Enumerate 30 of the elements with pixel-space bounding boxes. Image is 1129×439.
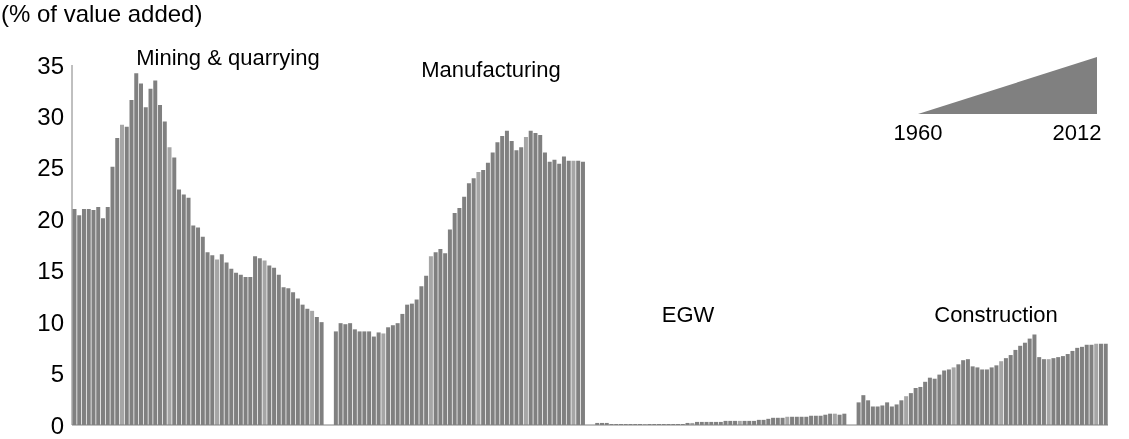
y-tick-label: 5 (50, 360, 64, 388)
bar (951, 367, 956, 425)
y-tick-label: 30 (37, 102, 64, 130)
y-tick-label: 15 (37, 257, 64, 285)
bar (904, 396, 909, 425)
bar (1094, 343, 1099, 425)
bar (428, 256, 433, 425)
bar (215, 259, 220, 425)
annotation: Manufacturing (421, 57, 561, 83)
y-tick-label: 0 (50, 411, 64, 439)
y-tick-label: 25 (37, 154, 64, 182)
annotation: 1960 (893, 120, 943, 146)
annotation: Construction (934, 302, 1058, 328)
annotation: EGW (661, 302, 715, 328)
bar (476, 171, 481, 425)
annotation: 2012 (1052, 120, 1102, 146)
bar (1046, 359, 1051, 425)
annotation: Mining & quarrying (136, 45, 320, 71)
bar (381, 333, 386, 425)
bar (262, 260, 267, 425)
bar (310, 310, 315, 425)
bar (120, 124, 124, 425)
bar (571, 160, 576, 425)
y-axis-title: (% of value added) (1, 0, 203, 28)
y-tick-label: 20 (37, 205, 64, 233)
bar (523, 137, 528, 425)
y-tick-label: 35 (37, 51, 64, 79)
y-tick-label: 10 (37, 308, 64, 336)
bar (999, 361, 1004, 425)
bar (167, 147, 172, 425)
